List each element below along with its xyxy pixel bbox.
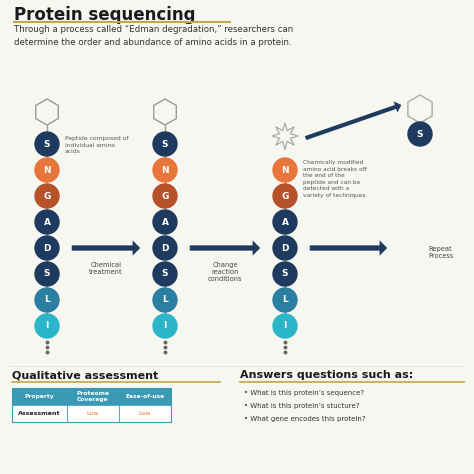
Text: S: S bbox=[44, 139, 50, 148]
Text: A: A bbox=[282, 218, 289, 227]
Circle shape bbox=[273, 184, 297, 208]
Text: Ease-of-use: Ease-of-use bbox=[126, 394, 164, 399]
Text: Answers questions such as:: Answers questions such as: bbox=[240, 370, 413, 380]
Circle shape bbox=[153, 262, 177, 286]
Text: • What is this protein’s stucture?: • What is this protein’s stucture? bbox=[244, 403, 359, 409]
Text: A: A bbox=[162, 218, 168, 227]
Text: D: D bbox=[161, 244, 169, 253]
Text: Chemical
treatment: Chemical treatment bbox=[89, 262, 123, 275]
Text: G: G bbox=[281, 191, 289, 201]
Circle shape bbox=[35, 210, 59, 234]
Circle shape bbox=[35, 184, 59, 208]
Circle shape bbox=[153, 288, 177, 312]
Text: N: N bbox=[281, 165, 289, 174]
Text: I: I bbox=[164, 321, 167, 330]
Text: S: S bbox=[162, 139, 168, 148]
Text: Property: Property bbox=[25, 394, 55, 399]
Circle shape bbox=[153, 210, 177, 234]
Text: S: S bbox=[417, 129, 423, 138]
Text: I: I bbox=[46, 321, 49, 330]
Text: S: S bbox=[44, 270, 50, 279]
Text: • What gene encodes this protein?: • What gene encodes this protein? bbox=[244, 416, 365, 422]
Circle shape bbox=[273, 314, 297, 338]
Text: Change
reaction
conditions: Change reaction conditions bbox=[208, 262, 242, 282]
Circle shape bbox=[153, 184, 177, 208]
Text: L: L bbox=[44, 295, 50, 304]
Text: Chemically modified
amino acid breaks off
the end of the
peptide and can be
dete: Chemically modified amino acid breaks of… bbox=[303, 160, 367, 198]
Circle shape bbox=[35, 236, 59, 260]
Circle shape bbox=[35, 262, 59, 286]
Text: S: S bbox=[282, 270, 288, 279]
Text: Repeat
Process: Repeat Process bbox=[428, 246, 453, 258]
Text: • What is this protein’s sequence?: • What is this protein’s sequence? bbox=[244, 390, 364, 396]
Bar bbox=[12, 388, 171, 422]
Text: Proteome
Coverage: Proteome Coverage bbox=[76, 391, 109, 402]
Circle shape bbox=[35, 288, 59, 312]
Circle shape bbox=[153, 132, 177, 156]
Text: Protein sequencing: Protein sequencing bbox=[14, 6, 195, 24]
Text: S: S bbox=[162, 270, 168, 279]
Circle shape bbox=[153, 158, 177, 182]
Text: Peptide composed of
individual amino
acids: Peptide composed of individual amino aci… bbox=[65, 136, 128, 154]
Text: Qualitative assessment: Qualitative assessment bbox=[12, 370, 158, 380]
Circle shape bbox=[153, 314, 177, 338]
Circle shape bbox=[273, 158, 297, 182]
Text: D: D bbox=[281, 244, 289, 253]
Circle shape bbox=[408, 122, 432, 146]
Text: Assessment: Assessment bbox=[18, 411, 61, 416]
Circle shape bbox=[273, 288, 297, 312]
Text: N: N bbox=[161, 165, 169, 174]
Circle shape bbox=[153, 236, 177, 260]
Circle shape bbox=[273, 262, 297, 286]
Circle shape bbox=[273, 236, 297, 260]
Circle shape bbox=[35, 314, 59, 338]
Text: Through a process called “Edman degradation,” researchers can
determine the orde: Through a process called “Edman degradat… bbox=[14, 25, 293, 47]
Circle shape bbox=[35, 158, 59, 182]
Circle shape bbox=[273, 210, 297, 234]
Bar bbox=[12, 388, 171, 405]
Text: Low: Low bbox=[139, 411, 151, 416]
Text: G: G bbox=[161, 191, 169, 201]
Text: G: G bbox=[43, 191, 51, 201]
Text: Low: Low bbox=[87, 411, 99, 416]
Circle shape bbox=[35, 132, 59, 156]
Text: D: D bbox=[43, 244, 51, 253]
Text: I: I bbox=[283, 321, 287, 330]
Text: L: L bbox=[162, 295, 168, 304]
Text: N: N bbox=[43, 165, 51, 174]
Text: L: L bbox=[282, 295, 288, 304]
Text: A: A bbox=[44, 218, 51, 227]
